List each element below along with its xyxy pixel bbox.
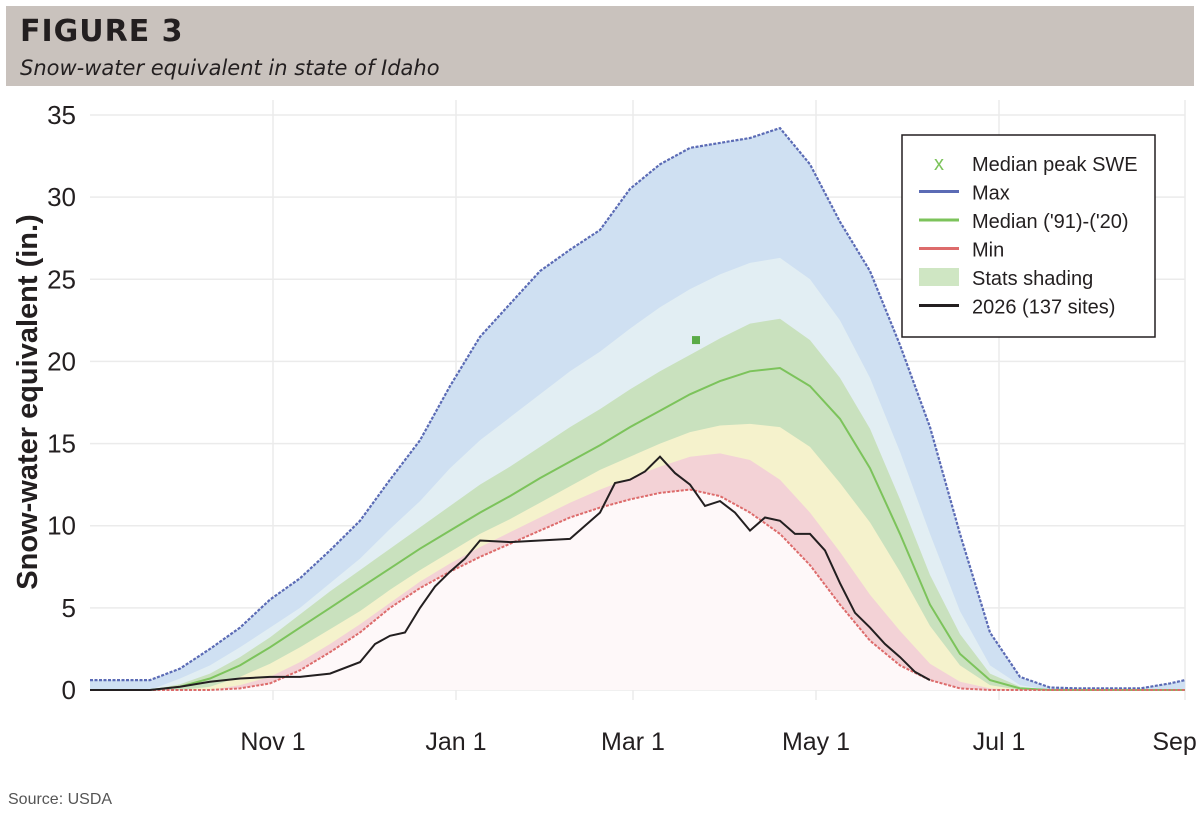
y-tick-label-1: 5 (62, 593, 76, 623)
series-min-line (90, 488, 1185, 691)
legend-box (901, 134, 1156, 338)
band-below-min (90, 489, 1185, 690)
legend-label-1: Max (972, 183, 1010, 205)
figure-header: FIGURE 3 Snow-water equivalent in state … (6, 6, 1194, 86)
legend-label-4: Stats shading (972, 268, 1093, 290)
series-median-line (90, 366, 1185, 691)
y-tick-label-3: 15 (47, 429, 76, 459)
series-max-line (90, 126, 1186, 690)
source-note: Source: USDA (8, 791, 113, 808)
y-tick-label-2: 10 (47, 511, 76, 541)
figure-subtitle: Snow-water equivalent in state of Idaho (20, 56, 440, 80)
y-tick-label-0: 0 (62, 675, 76, 705)
figure-label: FIGURE 3 (20, 14, 184, 49)
y-tick-label-6: 30 (47, 182, 76, 212)
legend-label-2: Median ('91)-('20) (972, 211, 1129, 233)
legend-key-0: x (934, 153, 944, 175)
legend-label-3: Min (972, 240, 1004, 262)
legend-label-5: 2026 (137 sites) (972, 297, 1115, 319)
series-2026-line (90, 455, 931, 691)
x-tick-label-3: May 1 (782, 728, 850, 756)
y-tick-label-4: 20 (47, 346, 76, 376)
y-tick-label-5: 25 (47, 264, 76, 294)
x-tick-label-0: Nov 1 (240, 728, 305, 756)
x-tick-label-4: Jul 1 (973, 728, 1026, 756)
y-axis-title: Snow-water equivalent (in.) (12, 214, 44, 589)
x-tick-label-5: Sep 1 (1152, 728, 1200, 756)
legend-label-0: Median peak SWE (972, 154, 1138, 176)
y-tick-label-7: 35 (47, 100, 76, 130)
legend-key-4 (919, 268, 959, 286)
swe-chart: 0 5 10 15 20 25 30 35 Nov 1 Jan 1 Mar 1 May 1 Jul 1 S… (12, 100, 1200, 756)
x-tick-label-2: Mar 1 (601, 728, 665, 756)
median-peak-marker (692, 336, 700, 345)
x-tick-label-1: Jan 1 (425, 728, 486, 756)
